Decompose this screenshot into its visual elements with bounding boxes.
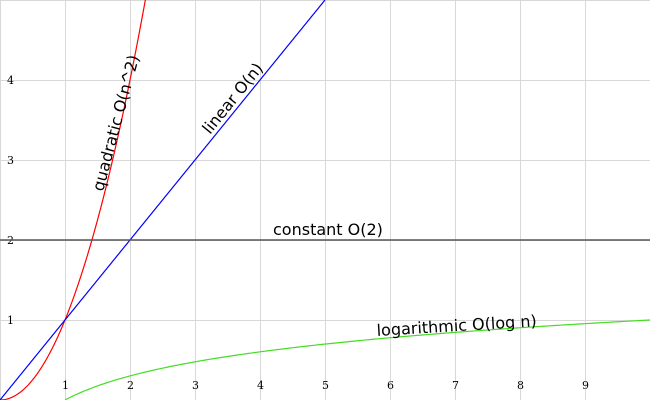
x-tick-label: 3 <box>192 379 199 392</box>
x-tick-label: 1 <box>62 379 69 392</box>
x-tick-label: 7 <box>452 379 459 392</box>
line-quadratic <box>0 0 146 400</box>
x-tick-label: 6 <box>387 379 394 392</box>
x-tick-label: 8 <box>517 379 524 392</box>
y-tick-label: 1 <box>7 314 14 327</box>
x-tick-label: 4 <box>257 379 264 392</box>
y-tick-label: 3 <box>7 154 14 167</box>
label-logarithmic: logarithmic O(log n) <box>376 311 537 340</box>
x-tick-label: 2 <box>127 379 134 392</box>
x-tick-label: 5 <box>322 379 329 392</box>
label-linear: linear O(n) <box>198 59 267 137</box>
x-tick-label: 9 <box>582 379 589 392</box>
label-constant: constant O(2) <box>273 220 383 239</box>
label-quadratic: quadratic O(n^2) <box>89 53 144 193</box>
line-logarithmic <box>64 319 650 400</box>
line-linear <box>0 0 326 400</box>
series-labels: quadratic O(n^2) linear O(n) constant O(… <box>89 53 538 340</box>
y-tick-label: 4 <box>7 74 14 87</box>
